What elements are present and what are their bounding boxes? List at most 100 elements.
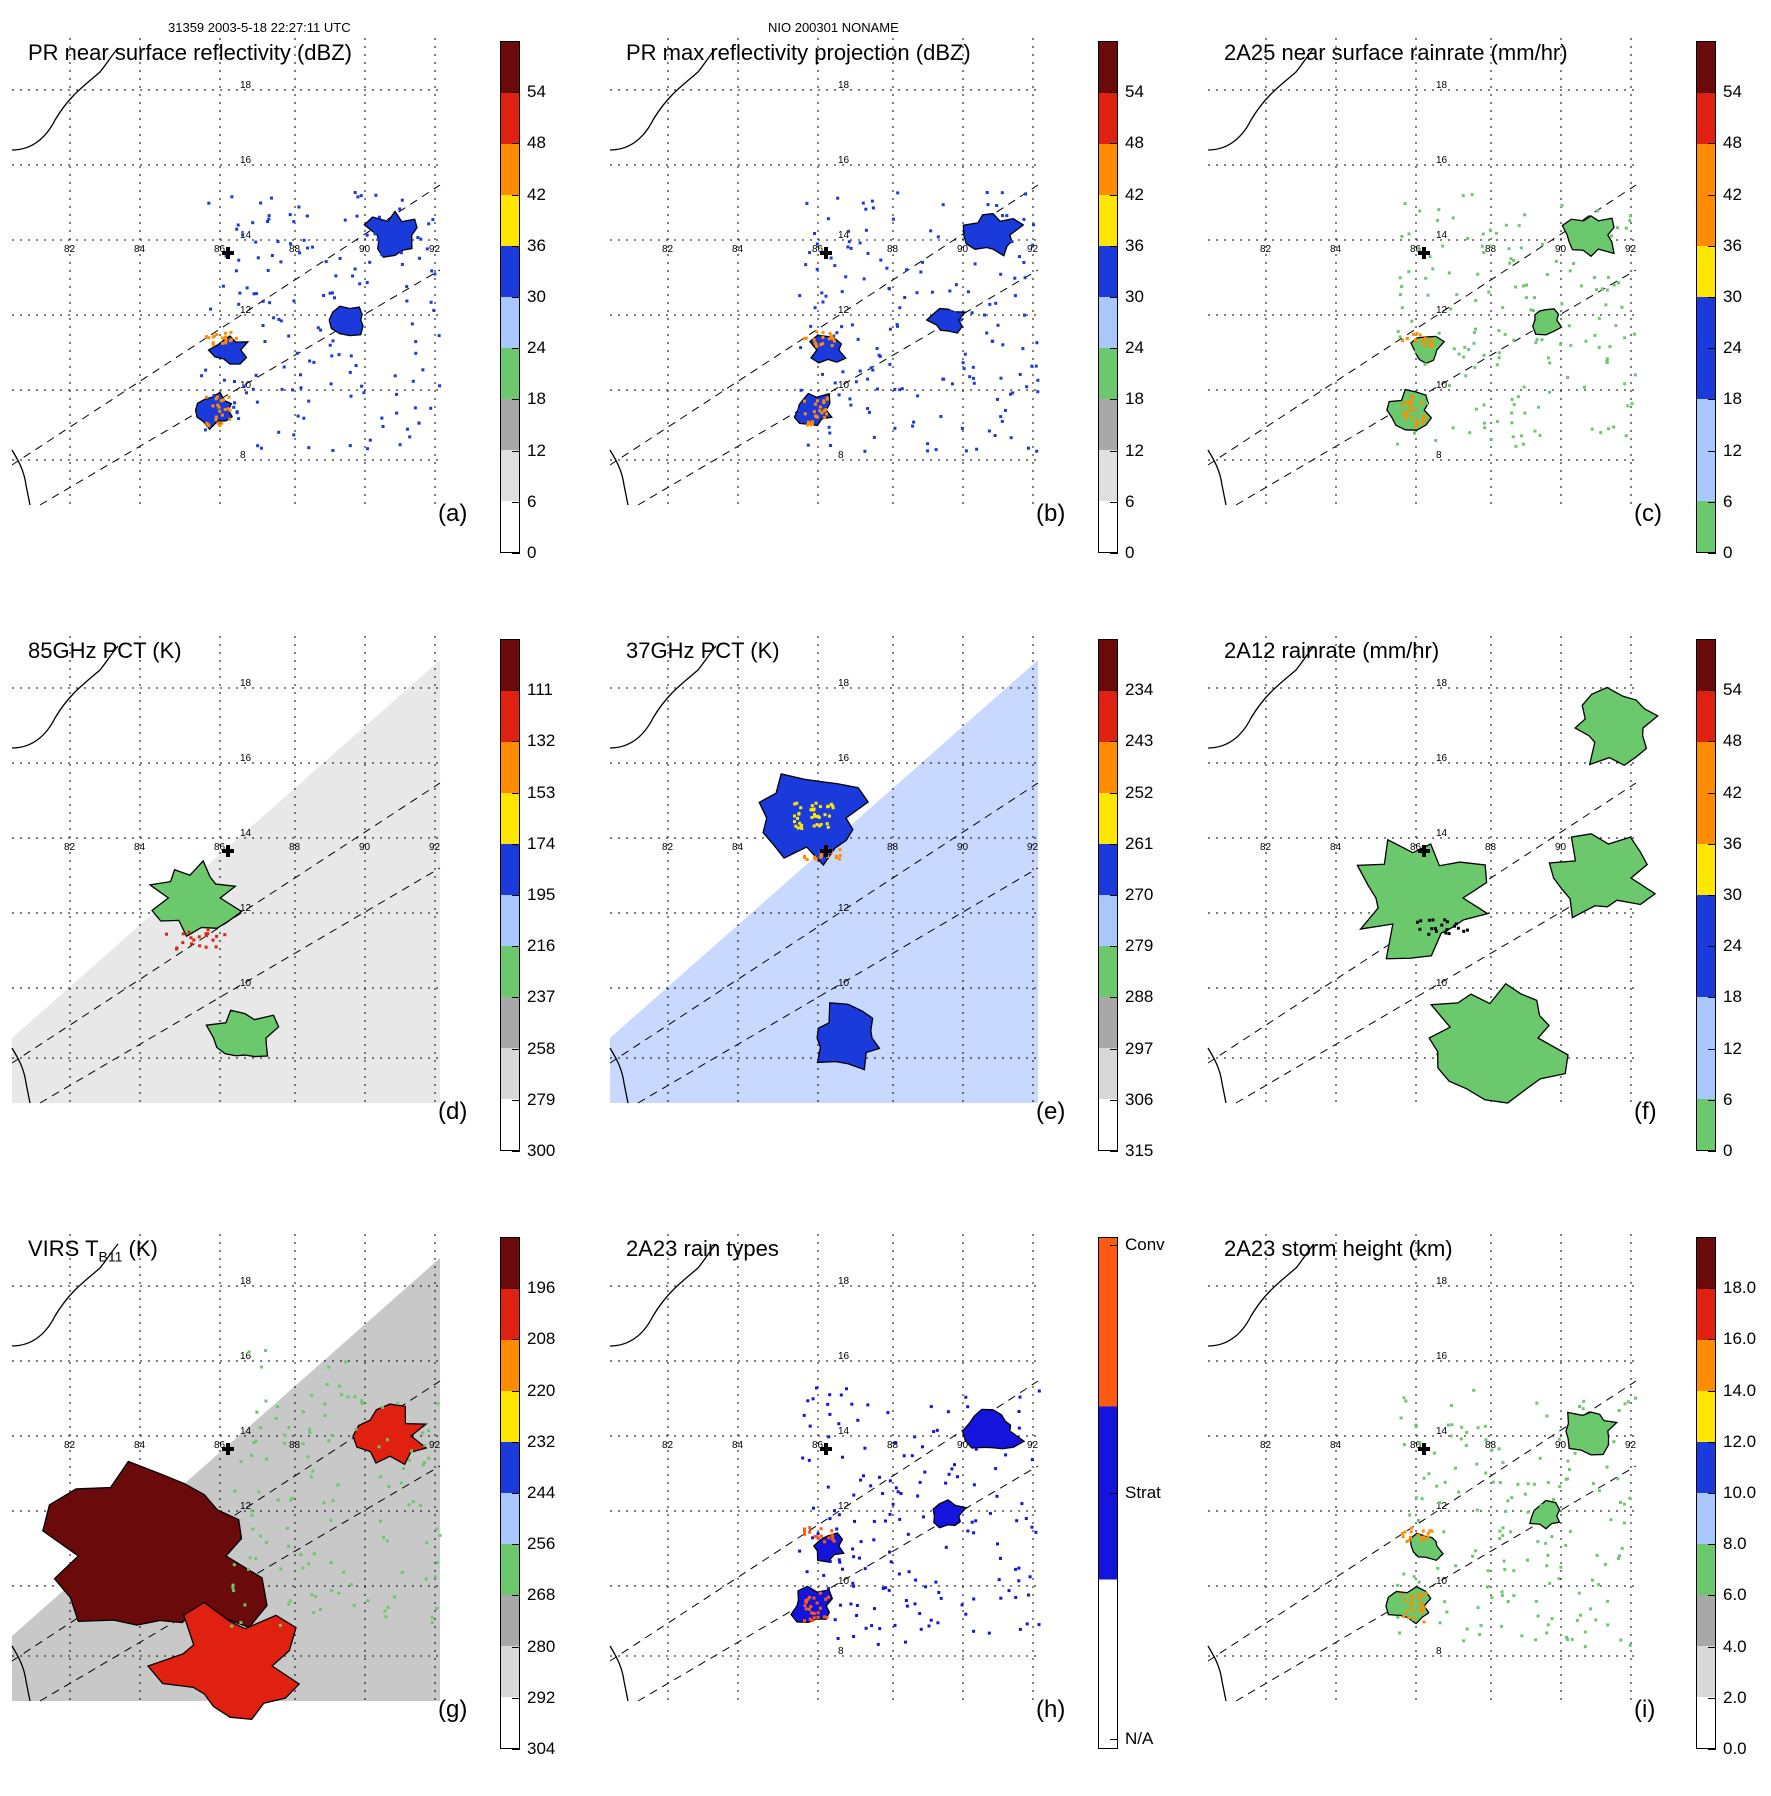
- colorbar-tick: [1110, 895, 1118, 896]
- lon-tick-label: 88: [887, 244, 899, 255]
- lat-tick-label: 10: [1436, 978, 1448, 989]
- center-marker-icon: [820, 247, 832, 259]
- colorbar-label: 54: [1723, 82, 1742, 102]
- lon-tick-label: 88: [289, 842, 301, 853]
- storm-cell-mid: [812, 1532, 845, 1563]
- lat-tick-label: 16: [1436, 753, 1448, 764]
- colorbar-tick: [512, 1646, 520, 1648]
- storm-cell-east: [328, 305, 364, 337]
- lon-tick-label: 84: [732, 1440, 744, 1451]
- panel-title-i: 2A23 storm height (km): [1224, 1236, 1453, 1262]
- panel-g: 8284868890921816141210830429228026825624…: [0, 1196, 580, 1796]
- colorbar-tick: [1110, 997, 1118, 999]
- coastline-south: [609, 1047, 629, 1104]
- panel-title-f: 2A12 rainrate (mm/hr): [1224, 638, 1439, 664]
- lat-tick-label: 14: [838, 230, 850, 241]
- swath-edge-lower: [637, 1465, 1039, 1702]
- cloud-top-northeast: [352, 1403, 428, 1466]
- colorbar-label: 279: [1125, 936, 1154, 956]
- colorbar-label: 12: [527, 440, 546, 460]
- lat-tick-label: 18: [838, 1276, 850, 1287]
- ice-scatter-core: [165, 928, 227, 951]
- colorbar-label: 36: [1723, 833, 1742, 853]
- colorbar-tick: [512, 348, 520, 350]
- map-b: 82 84 86 88 90 92 18 16 14 12 10 8: [609, 38, 1040, 506]
- colorbar-label: 243: [1125, 731, 1154, 751]
- convective-core-mid: [1401, 1526, 1434, 1543]
- center-marker-icon: [1418, 845, 1430, 857]
- panel-label-g: (g): [438, 1696, 468, 1723]
- convective-core-mid: [1401, 332, 1434, 348]
- lat-tick-label: 18: [1436, 80, 1448, 91]
- lon-tick-label: 92: [429, 1440, 441, 1451]
- colorbar-label: Conv: [1125, 1235, 1165, 1254]
- lat-tick-label: 14: [240, 230, 252, 241]
- rain-area-east: [1548, 833, 1657, 919]
- colorbar-tick: [512, 92, 520, 94]
- lon-tick-label: 88: [887, 842, 899, 853]
- header-orbit-time: 31359 2003-5-18 22:27:11 UTC: [168, 20, 351, 35]
- colorbar-tick: [512, 297, 520, 298]
- colorbar-label: 42: [1723, 184, 1742, 204]
- colorbar-tick: [512, 501, 520, 503]
- lat-tick-label: 8: [1436, 1646, 1442, 1657]
- precip-speckle: [200, 191, 442, 452]
- lon-tick-label: 90: [359, 842, 371, 853]
- colorbar-tick: [512, 895, 520, 896]
- colorbar-tick: [1708, 1048, 1716, 1050]
- colorbar-tick: [512, 553, 520, 554]
- colorbar-tick: [1110, 501, 1118, 503]
- lat-tick-label: 8: [1436, 450, 1442, 461]
- lon-tick-label: 84: [732, 244, 744, 255]
- panel-title-subscript: B11: [98, 1248, 123, 1265]
- map-c: 82 84 86 88 90 92 18 16 14 12 10 8: [1207, 38, 1637, 506]
- swath-edge-lower: [1235, 269, 1637, 506]
- coastline-south: [11, 1645, 31, 1702]
- coastline-south: [1207, 1645, 1227, 1702]
- colorbar-label: 48: [527, 133, 546, 153]
- colorbar-tick: [1708, 194, 1716, 196]
- scatter-region-central: [758, 773, 870, 867]
- lon-tick-label: 88: [887, 1440, 899, 1451]
- colorbar-tick: [1708, 1339, 1716, 1341]
- colorbar-tick: [1110, 1048, 1118, 1050]
- panel-title-text: 85GHz PCT (K): [28, 638, 182, 663]
- rain-area-south: [1428, 982, 1569, 1104]
- panel-label-e: (e): [1036, 1098, 1066, 1125]
- precip-speckle: [798, 191, 1040, 453]
- storm-cell-northeast: [1561, 215, 1615, 258]
- colorbar-tick: [512, 690, 520, 692]
- lat-tick-label: 10: [838, 380, 850, 391]
- panel-label-b: (b): [1036, 500, 1066, 527]
- panel-c: 82 84 86 88 90 92 18 16 14 12 10 8 0 6 12 18 24 30 36 42 48 5…: [1196, 0, 1771, 600]
- colorbar-tick: [1708, 792, 1716, 794]
- colorbar-tick: [512, 1151, 520, 1152]
- scatter-region-south: [816, 1002, 881, 1071]
- lat-tick-label: 14: [240, 828, 252, 839]
- colorbar-tick: [1110, 399, 1118, 401]
- coastline-south: [1207, 449, 1227, 506]
- colorbar-label: 252: [1125, 782, 1154, 802]
- heavy-rain-marks: [1416, 918, 1469, 936]
- colorbar-label: 237: [527, 987, 556, 1007]
- colorbar-tick: [1708, 501, 1716, 503]
- panel-title-d: 85GHz PCT (K): [28, 638, 182, 664]
- lon-tick-label: 82: [1260, 244, 1272, 255]
- lon-tick-label: 84: [1330, 244, 1342, 255]
- lat-tick-label: 14: [1436, 1426, 1448, 1437]
- colorbar-label: 6: [527, 491, 537, 511]
- colorbar-label: 36: [527, 235, 546, 255]
- storm-cell-northeast: [1565, 1411, 1619, 1456]
- colorbar-tick: [1708, 245, 1716, 247]
- colorbar-tick: [1110, 843, 1118, 845]
- coastline-south: [609, 449, 629, 506]
- colorbar-label: 288: [1125, 987, 1154, 1007]
- panel-title-b: PR max reflectivity projection (dBZ): [626, 40, 971, 66]
- cold-cloud-south: [205, 1009, 280, 1058]
- colorbar-label: N/A: [1125, 1729, 1154, 1748]
- panel-a: 82 84 86 88 90 92 18 16 14 12 10 8 0 6 12 18 24 30 36 42 48 5…: [0, 0, 580, 600]
- storm-cell-mid: [207, 335, 250, 365]
- lon-tick-label: 86: [214, 1440, 226, 1451]
- lat-tick-label: 16: [1436, 155, 1448, 166]
